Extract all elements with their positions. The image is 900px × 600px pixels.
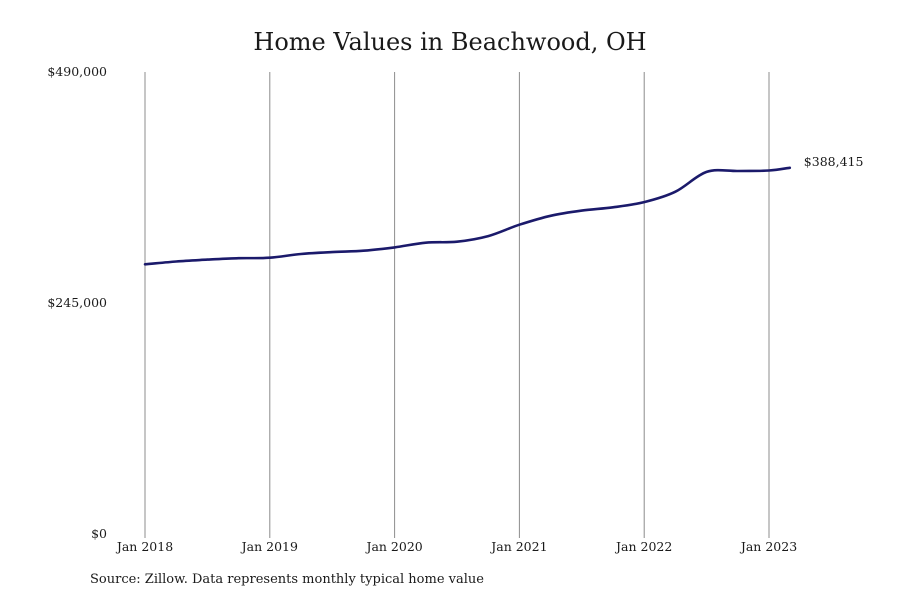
x-tick-label: Jan 2023 bbox=[739, 539, 797, 554]
y-tick-label: $245,000 bbox=[47, 295, 107, 310]
series-layer bbox=[143, 166, 792, 266]
source-note: Source: Zillow. Data represents monthly … bbox=[90, 572, 484, 587]
x-axis: Jan 2018 Jan 2019 Jan 2020 Jan 2021 Jan 2022… bbox=[115, 539, 797, 554]
x-tick-label: Jan 2020 bbox=[364, 539, 422, 554]
end-label-layer: $388,415 bbox=[804, 154, 864, 169]
end-value-label: $388,415 bbox=[804, 154, 864, 169]
x-tick-label: Jan 2019 bbox=[240, 539, 298, 554]
chart-title: Home Values in Beachwood, OH bbox=[253, 28, 647, 56]
y-axis: $490,000 $245,000 $0 bbox=[47, 64, 107, 541]
gridlines bbox=[144, 72, 770, 538]
y-tick-label: $490,000 bbox=[47, 64, 107, 79]
x-tick-label: Jan 2018 bbox=[115, 539, 173, 554]
x-tick-label: Jan 2022 bbox=[614, 539, 672, 554]
y-tick-label: $0 bbox=[91, 526, 107, 541]
series-line bbox=[143, 166, 792, 266]
x-tick-label: Jan 2021 bbox=[489, 539, 547, 554]
